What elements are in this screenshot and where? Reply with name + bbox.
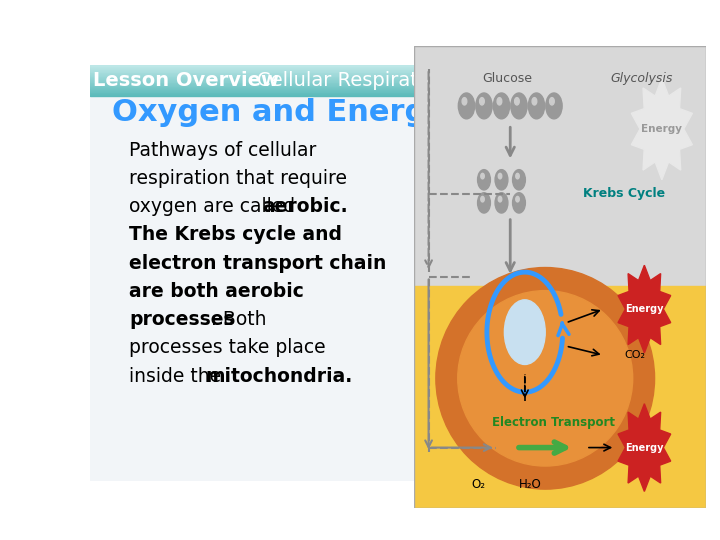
Text: mitochondria.: mitochondria. (205, 367, 352, 386)
Circle shape (516, 197, 519, 202)
Bar (90, 89, 648, 90)
Bar (90, 73, 648, 74)
Text: processes: processes (129, 310, 235, 329)
Text: H₂O: H₂O (519, 478, 542, 491)
Circle shape (462, 98, 467, 105)
Bar (90, 77, 648, 78)
Polygon shape (618, 404, 671, 491)
Text: Energy: Energy (625, 304, 664, 314)
Ellipse shape (458, 291, 633, 466)
Circle shape (510, 93, 527, 119)
Ellipse shape (436, 267, 654, 489)
Bar (90, 65, 648, 66)
Bar (90, 70, 648, 71)
Circle shape (495, 193, 508, 213)
Polygon shape (631, 78, 693, 180)
Text: Krebs Cycle: Krebs Cycle (583, 187, 665, 200)
Circle shape (459, 93, 474, 119)
Bar (90, 71, 648, 72)
Bar (90, 92, 648, 93)
Bar (90, 93, 648, 94)
Text: respiration that require: respiration that require (129, 169, 347, 188)
Bar (90, 94, 648, 95)
Text: O₂: O₂ (471, 478, 485, 491)
Bar (90, 88, 648, 89)
Circle shape (481, 173, 485, 179)
Text: Cellular Respiration: An Overview: Cellular Respiration: An Overview (258, 71, 585, 90)
Bar (90, 81, 648, 82)
Bar (90, 75, 648, 76)
Circle shape (481, 197, 485, 202)
Circle shape (513, 193, 526, 213)
Circle shape (493, 93, 510, 119)
Bar (90, 74, 648, 75)
Bar (90, 84, 648, 85)
Bar (90, 72, 648, 73)
Bar (90, 78, 648, 79)
Text: inside the: inside the (129, 367, 228, 386)
Text: Glycolysis: Glycolysis (611, 72, 672, 85)
Text: . Both: . Both (211, 310, 266, 329)
Text: Energy: Energy (625, 443, 664, 453)
Text: aerobic.: aerobic. (263, 197, 348, 216)
Bar (90, 69, 648, 70)
Bar (90, 87, 648, 88)
Text: Energy: Energy (642, 124, 683, 134)
Text: Lesson Overview: Lesson Overview (93, 71, 279, 90)
Bar (90, 85, 648, 86)
Text: Oxygen and Energy: Oxygen and Energy (112, 98, 446, 127)
Bar (90, 82, 648, 83)
Circle shape (477, 170, 490, 190)
Circle shape (528, 93, 544, 119)
Text: processes take place: processes take place (129, 339, 325, 357)
Bar (90, 76, 648, 77)
Text: oxygen are called: oxygen are called (129, 197, 301, 216)
Circle shape (498, 173, 502, 179)
Circle shape (513, 170, 526, 190)
Circle shape (498, 197, 502, 202)
Circle shape (549, 98, 554, 105)
Bar (90, 86, 648, 87)
Circle shape (505, 300, 545, 365)
Polygon shape (618, 265, 671, 353)
Text: The Krebs cycle and: The Krebs cycle and (129, 225, 342, 245)
Bar (90, 66, 648, 67)
Bar (414, 286, 706, 508)
Bar (90, 67, 648, 68)
Bar (90, 95, 648, 96)
Circle shape (477, 193, 490, 213)
Circle shape (546, 93, 562, 119)
Circle shape (497, 98, 502, 105)
Bar (90, 80, 648, 81)
Bar (90, 79, 648, 80)
Circle shape (532, 98, 537, 105)
Bar (90, 91, 648, 92)
Text: are both aerobic: are both aerobic (129, 282, 304, 301)
Circle shape (495, 170, 508, 190)
Text: Electron Transport: Electron Transport (492, 416, 616, 429)
Circle shape (516, 173, 519, 179)
Circle shape (476, 93, 492, 119)
Bar (90, 90, 648, 91)
Circle shape (480, 98, 485, 105)
Text: Pathways of cellular: Pathways of cellular (129, 140, 316, 159)
Bar (90, 68, 648, 69)
Text: electron transport chain: electron transport chain (129, 254, 387, 273)
Circle shape (515, 98, 519, 105)
Text: CO₂: CO₂ (624, 350, 645, 360)
Bar (414, 46, 706, 286)
Text: Glucose: Glucose (482, 72, 532, 85)
Bar (90, 83, 648, 84)
